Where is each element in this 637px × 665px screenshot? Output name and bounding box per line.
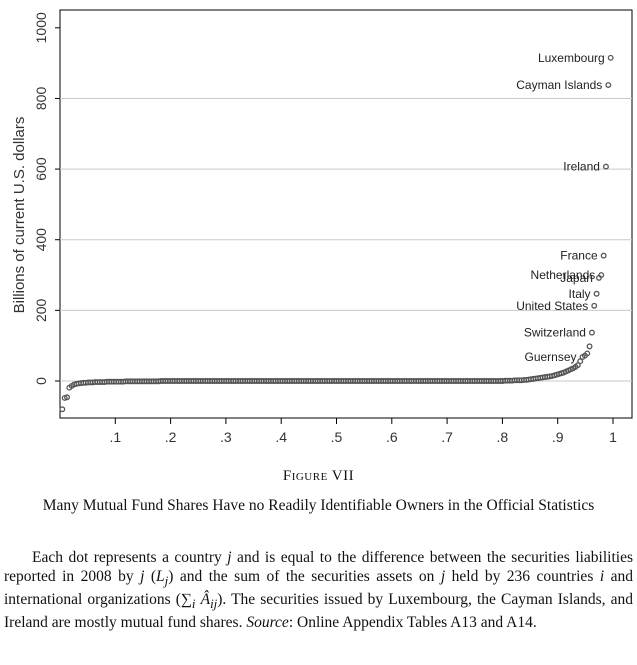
y-tick-label: 0 [33, 377, 49, 385]
point-label: Ireland [563, 160, 600, 174]
y-tick-label: 200 [33, 298, 49, 322]
data-point [584, 350, 591, 357]
y-tick-label: 400 [33, 228, 49, 252]
point-label: Switzerland [524, 326, 586, 340]
scatter-chart: 0 200 400 600 800 1000 .1 .2 .3 .4 .5 .6 .7 .8 .9 1 Lu… [11, 9, 633, 445]
y-axis: 0 200 400 600 800 1000 [33, 12, 60, 385]
point-label: France [560, 249, 598, 263]
data-point [577, 358, 584, 365]
data-point [591, 302, 598, 309]
data-point [598, 272, 605, 278]
plot-frame [59, 9, 633, 419]
data-point [588, 329, 595, 336]
point-label: Italy [569, 287, 591, 301]
point-label: Netherlands [531, 268, 596, 282]
x-tick-label: .7 [441, 429, 453, 445]
data-point [605, 82, 612, 88]
figure-note: Each dot represents a country j and is e… [4, 549, 634, 632]
point-labels: Luxembourg Cayman Islands Ireland France Net… [516, 51, 604, 364]
x-tick-label: .9 [552, 429, 564, 445]
data-point [603, 163, 609, 170]
x-tick-label: .8 [497, 429, 509, 445]
x-tick-label: 1 [609, 429, 617, 445]
point-label: Luxembourg [538, 51, 605, 65]
data-point [586, 343, 593, 350]
point-label: Japan [560, 271, 593, 285]
data-points [59, 54, 614, 413]
x-tick-label: .6 [386, 429, 398, 445]
x-tick-label: .3 [220, 429, 232, 445]
point-label: United States [516, 299, 588, 313]
y-tick-label: 600 [33, 157, 49, 181]
x-tick-label: .4 [275, 429, 287, 445]
point-label: Guernsey [524, 350, 576, 364]
data-point [59, 406, 66, 413]
data-point [593, 290, 600, 297]
x-tick-label: .1 [109, 429, 121, 445]
x-tick-label: .2 [165, 429, 177, 445]
x-tick-label: .5 [331, 429, 343, 445]
x-axis: .1 .2 .3 .4 .5 .6 .7 .8 .9 1 [109, 418, 617, 445]
data-point [607, 54, 614, 61]
figure-label: Figure VII [282, 468, 355, 484]
data-point [64, 394, 70, 401]
y-tick-label: 1000 [33, 12, 49, 43]
figure-title: Many Mutual Fund Shares Have no Readily … [42, 497, 595, 514]
data-point [600, 252, 607, 259]
point-label: Cayman Islands [516, 78, 602, 92]
y-axis-label: Billions of current U.S. dollars [11, 117, 28, 314]
y-tick-label: 800 [33, 87, 49, 111]
